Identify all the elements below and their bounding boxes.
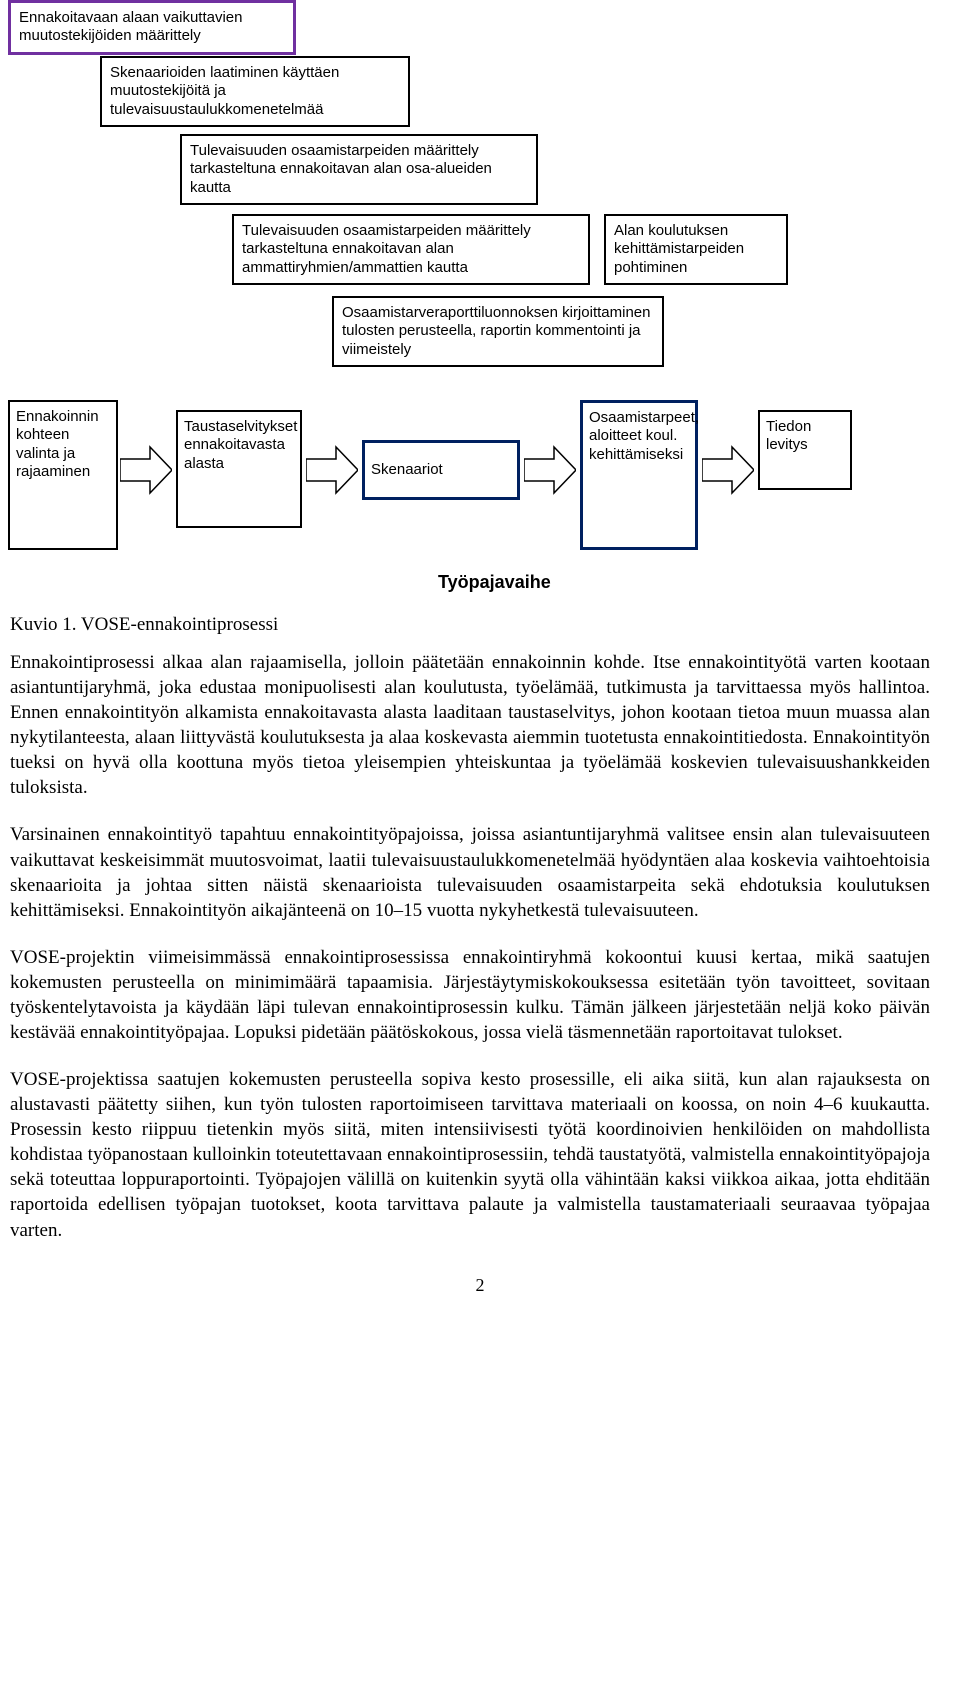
vose-process-diagram: Ennakoitavaan alaan vaikuttavien muutost… [0, 0, 960, 596]
process-arrow-2 [524, 445, 576, 495]
page-number: 2 [0, 1265, 960, 1296]
cascade-box-0: Ennakoitavaan alaan vaikuttavien muutost… [8, 0, 296, 55]
paragraph-0: Ennakointiprosessi alkaa alan rajaamisel… [10, 650, 930, 800]
body-text: Ennakointiprosessi alkaa alan rajaamisel… [0, 650, 960, 1243]
cascade-box-1: Skenaarioiden laatiminen käyttäen muutos… [100, 56, 410, 127]
page: Ennakoitavaan alaan vaikuttavien muutost… [0, 0, 960, 1336]
paragraph-3: VOSE-projektissa saatujen kokemusten per… [10, 1067, 930, 1243]
process-arrow-1 [306, 445, 358, 495]
workshop-phase-label: Työpajavaihe [438, 572, 551, 593]
paragraph-1: Varsinainen ennakointityö tapahtuu ennak… [10, 822, 930, 922]
cascade-box-5: Osaamistarveraporttiluonnoksen kirjoitta… [332, 296, 664, 367]
process-arrow-0 [120, 445, 172, 495]
process-row: Ennakoinnin kohteen valinta ja rajaamine… [8, 400, 952, 560]
process-arrow-3 [702, 445, 754, 495]
process-box-2: Skenaariot [362, 440, 520, 500]
cascade-box-2: Tulevaisuuden osaamistarpeiden määrittel… [180, 134, 538, 205]
cascade-box-3: Tulevaisuuden osaamistarpeiden määrittel… [232, 214, 590, 285]
cascade-box-4: Alan koulutuksen kehittämistarpeiden poh… [604, 214, 788, 285]
process-box-0: Ennakoinnin kohteen valinta ja rajaamine… [8, 400, 118, 550]
process-box-4: Tiedon levitys [758, 410, 852, 490]
figure-caption: Kuvio 1. VOSE-ennakointiprosessi [0, 596, 960, 650]
paragraph-2: VOSE-projektin viimeisimmässä ennakointi… [10, 945, 930, 1045]
process-box-3: Osaamistarpeet, aloitteet koul. kehittäm… [580, 400, 698, 550]
process-box-1: Taustaselvitykset ennakoitavasta alasta [176, 410, 302, 528]
